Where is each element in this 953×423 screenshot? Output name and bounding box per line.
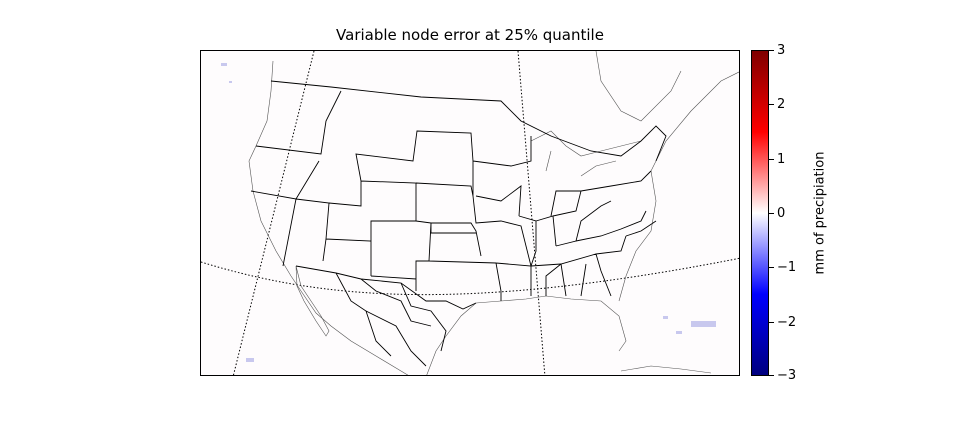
- west-coastline: [248, 60, 409, 375]
- east-coastline: [618, 71, 739, 302]
- canada-coast-north: [595, 51, 682, 122]
- error-speck: [221, 63, 227, 66]
- colorbar-tick-label: −3: [777, 368, 797, 383]
- cuba: [620, 365, 712, 374]
- colorbar-tick: [769, 375, 774, 376]
- error-speck: [229, 81, 232, 83]
- error-speck: [691, 321, 716, 327]
- mexico-states: [335, 272, 447, 367]
- colorbar-tick: [769, 159, 774, 160]
- us-mexico-border: [295, 265, 477, 310]
- colorbar-tick-label: −2: [777, 315, 797, 330]
- colorbar-label: mm of precipiation: [812, 151, 828, 275]
- colorbar-tick: [769, 104, 774, 105]
- colorbar-tick-label: 1: [777, 152, 786, 167]
- map-svg: [201, 51, 739, 375]
- colorbar-tick-label: 3: [777, 43, 786, 58]
- error-speck: [246, 358, 254, 362]
- colorbar-tick: [769, 322, 774, 323]
- colorbar-tick: [769, 267, 774, 268]
- us-canada-border: [270, 80, 667, 162]
- colorbar-tick: [769, 213, 774, 214]
- colorbar-tick-label: 0: [777, 206, 786, 221]
- great-lakes: [530, 130, 642, 177]
- gridline-meridian-west: [232, 51, 315, 375]
- gulf-coastline: [426, 295, 627, 375]
- gridline-meridian-east: [517, 51, 546, 375]
- map-title: Variable node error at 25% quantile: [336, 26, 604, 44]
- gridline-parallel: [201, 257, 739, 296]
- colorbar-tick: [769, 50, 774, 51]
- error-speck: [676, 331, 682, 334]
- baja-peninsula: [295, 265, 330, 337]
- map-panel: [200, 50, 740, 376]
- error-speck: [663, 316, 668, 319]
- colorbar-tick-label: −1: [777, 260, 797, 275]
- state-borders: [250, 90, 657, 301]
- colorbar: [751, 50, 769, 376]
- colorbar-tick-label: 2: [777, 97, 786, 112]
